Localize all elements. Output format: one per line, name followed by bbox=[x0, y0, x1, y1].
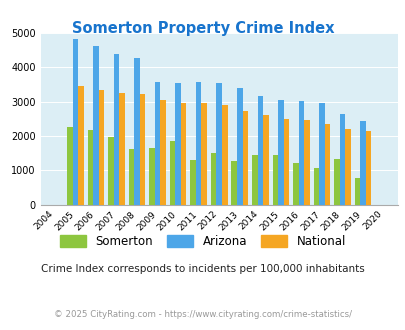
Bar bbox=[196, 82, 201, 205]
Bar bbox=[272, 155, 277, 205]
Bar bbox=[128, 149, 134, 205]
Bar bbox=[252, 155, 257, 205]
Bar bbox=[339, 114, 344, 205]
Bar bbox=[303, 120, 309, 205]
Bar bbox=[354, 178, 359, 205]
Text: © 2025 CityRating.com - https://www.cityrating.com/crime-statistics/: © 2025 CityRating.com - https://www.city… bbox=[54, 310, 351, 319]
Bar bbox=[292, 163, 298, 205]
Bar bbox=[140, 94, 145, 205]
Bar bbox=[365, 131, 371, 205]
Bar bbox=[324, 124, 329, 205]
Bar bbox=[333, 159, 339, 205]
Legend: Somerton, Arizona, National: Somerton, Arizona, National bbox=[55, 230, 350, 253]
Bar bbox=[257, 96, 262, 205]
Bar bbox=[344, 129, 350, 205]
Bar bbox=[298, 101, 303, 205]
Bar bbox=[113, 53, 119, 205]
Bar bbox=[181, 103, 186, 205]
Bar bbox=[201, 103, 207, 205]
Bar bbox=[78, 86, 83, 205]
Text: Somerton Property Crime Index: Somerton Property Crime Index bbox=[72, 21, 333, 36]
Bar bbox=[231, 161, 237, 205]
Bar bbox=[160, 100, 166, 205]
Bar bbox=[175, 83, 181, 205]
Bar bbox=[98, 90, 104, 205]
Bar bbox=[318, 103, 324, 205]
Bar bbox=[149, 148, 154, 205]
Bar bbox=[222, 105, 227, 205]
Bar bbox=[169, 141, 175, 205]
Bar bbox=[154, 82, 160, 205]
Bar bbox=[359, 120, 365, 205]
Bar bbox=[108, 137, 113, 205]
Bar bbox=[119, 93, 125, 205]
Bar bbox=[211, 153, 216, 205]
Bar bbox=[216, 83, 222, 205]
Bar bbox=[283, 119, 288, 205]
Bar bbox=[262, 115, 268, 205]
Bar bbox=[72, 39, 78, 205]
Bar bbox=[313, 168, 318, 205]
Bar bbox=[242, 111, 247, 205]
Bar bbox=[190, 160, 196, 205]
Bar bbox=[93, 46, 98, 205]
Bar bbox=[67, 127, 72, 205]
Text: Crime Index corresponds to incidents per 100,000 inhabitants: Crime Index corresponds to incidents per… bbox=[41, 264, 364, 274]
Bar bbox=[277, 100, 283, 205]
Bar bbox=[134, 58, 140, 205]
Bar bbox=[87, 130, 93, 205]
Bar bbox=[237, 88, 242, 205]
